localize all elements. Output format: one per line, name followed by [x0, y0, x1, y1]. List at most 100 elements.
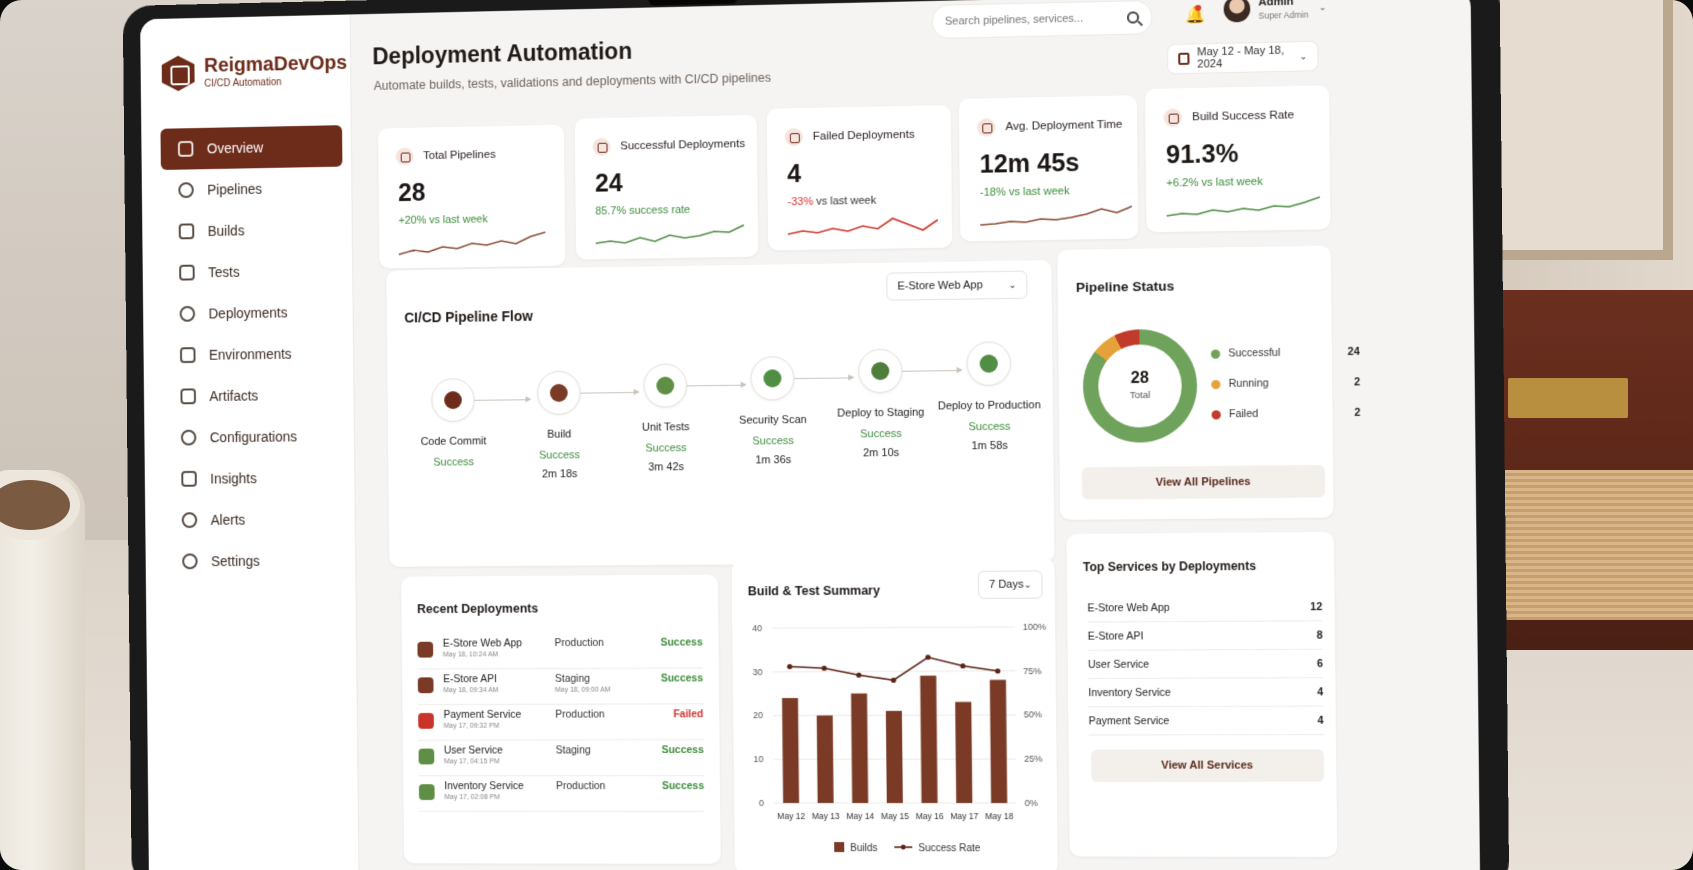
stat-card-build-success-rate[interactable]: Build Success Rate 91.3% +6.2% vs last w… — [1145, 85, 1331, 232]
pipeline-step-unit-tests[interactable]: Unit Tests Success 3m 42s — [611, 363, 721, 474]
environments-icon — [180, 347, 196, 363]
table-row[interactable]: E-Store Web App May 18, 10:24 AM Product… — [417, 634, 703, 669]
stat-delta: 85.7% success rate — [595, 204, 690, 218]
deployment-env: Production — [556, 780, 606, 792]
service-count: 4 — [1317, 686, 1323, 698]
builds-icon — [179, 223, 195, 239]
bar — [817, 715, 834, 803]
table-row[interactable]: Payment Service May 17, 09:32 PM Product… — [418, 706, 704, 740]
sidebar-item-builds[interactable]: Builds — [161, 208, 343, 252]
y2-tick-label: 25% — [1024, 754, 1042, 764]
sidebar-item-overview[interactable]: Overview — [160, 125, 342, 170]
settings-icon — [182, 553, 198, 569]
service-icon — [418, 677, 434, 693]
sidebar-item-insights[interactable]: Insights — [164, 457, 346, 500]
list-item[interactable]: Payment Service 4 — [1088, 707, 1323, 736]
step-name: Unit Tests — [611, 421, 720, 434]
search-input[interactable] — [945, 12, 1117, 28]
pipeline-step-security-scan[interactable]: Security Scan Success 1m 36s — [718, 356, 829, 467]
deployment-env: Staging — [555, 673, 590, 685]
line-point — [960, 663, 965, 668]
app-select[interactable]: E-Store Web App ⌄ — [886, 271, 1027, 301]
table-row[interactable]: E-Store API May 18, 09:34 AM Staging May… — [418, 670, 704, 705]
sidebar-item-environments[interactable]: Environments — [163, 332, 345, 376]
range-select[interactable]: 7 Days ⌄ — [978, 570, 1043, 599]
line-point — [822, 666, 827, 671]
stat-card-failed-deployments[interactable]: Failed Deployments 4 -33% vs last week — [767, 105, 953, 251]
sparkline — [788, 210, 938, 243]
y-tick-label: 0 — [759, 798, 764, 808]
sidebar-item-artifacts[interactable]: Artifacts — [163, 374, 345, 418]
step-status: Success — [826, 428, 936, 441]
x-tick-label: May 16 — [916, 811, 944, 821]
table-row[interactable]: User Service May 17, 04:15 PM Staging Su… — [418, 742, 704, 776]
view-all-services-button[interactable]: View All Services — [1091, 749, 1324, 782]
rocket-icon — [593, 138, 611, 156]
stat-card-total-pipelines[interactable]: Total Pipelines 28 +20% vs last week — [378, 125, 565, 269]
pipeline-step-code-commit[interactable]: Code Commit Success — [399, 378, 507, 469]
sidebar-item-tests[interactable]: Tests — [162, 249, 344, 293]
build-icon — [550, 384, 568, 402]
bell-icon — [182, 512, 198, 528]
top-services-title: Top Services by Deployments — [1083, 559, 1256, 574]
y2-tick-label: 75% — [1023, 666, 1041, 676]
x-tick-label: May 18 — [985, 811, 1014, 821]
y-tick-label: 40 — [752, 623, 762, 633]
clock-icon — [977, 118, 995, 136]
stat-card-successful-deployments[interactable]: Successful Deployments 24 85.7% success … — [575, 115, 759, 260]
stat-delta: -18% vs last week — [980, 185, 1070, 199]
y-tick-label: 10 — [753, 754, 763, 764]
deployments-icon — [180, 306, 196, 322]
service-name: E-Store API — [1088, 630, 1144, 642]
donut-total-label: Total — [1083, 389, 1197, 401]
sidebar-item-configurations[interactable]: Configurations — [163, 415, 345, 458]
page-subtitle: Automate builds, tests, validations and … — [374, 71, 771, 93]
brand[interactable]: ReigmaDevOps CI/CD Automation — [162, 52, 348, 91]
deployment-time: May 18, 09:34 AM — [443, 687, 498, 694]
sidebar-item-label: Tests — [208, 264, 240, 280]
line-point — [787, 664, 792, 669]
notification-dot — [1195, 5, 1201, 11]
sidebar-item-label: Artifacts — [209, 388, 258, 404]
y2-tick-label: 100% — [1023, 622, 1046, 632]
date-range-label: May 12 - May 18, 2024 — [1197, 44, 1291, 70]
pipelines-icon — [396, 147, 414, 165]
sidebar-item-label: Builds — [208, 223, 245, 239]
line-point — [995, 668, 1000, 673]
stat-delta: -33% vs last week — [787, 195, 876, 209]
sidebar-item-pipelines[interactable]: Pipelines — [161, 167, 343, 212]
deployment-service: Inventory Service — [444, 780, 524, 792]
x-tick-label: May 17 — [950, 811, 978, 821]
view-all-pipelines-button[interactable]: View All Pipelines — [1082, 465, 1325, 500]
list-item[interactable]: User Service 6 — [1088, 650, 1323, 679]
stat-value: 91.3% — [1166, 140, 1239, 171]
pipeline-step-build[interactable]: Build Success 2m 18s — [505, 370, 614, 480]
chevron-down-icon: ⌄ — [1299, 51, 1307, 62]
deployment-time: May 18, 10:24 AM — [443, 651, 498, 658]
search-icon[interactable] — [1127, 11, 1139, 23]
sidebar-item-deployments[interactable]: Deployments — [162, 291, 344, 335]
status-badge: Success — [661, 672, 703, 684]
list-item[interactable]: Inventory Service 4 — [1088, 678, 1323, 707]
user-menu[interactable]: Admin Super Admin ⌄ — [1224, 0, 1327, 23]
pipeline-step-deploy-staging[interactable]: Deploy to Staging Success 2m 10s — [825, 348, 936, 460]
sidebar-item-label: Configurations — [210, 429, 297, 446]
sidebar-item-settings[interactable]: Settings — [165, 540, 347, 583]
stat-label: Total Pipelines — [423, 149, 496, 162]
legend-item: Failed 2 — [1211, 398, 1360, 430]
date-range-picker[interactable]: May 12 - May 18, 2024 ⌄ — [1167, 41, 1319, 75]
step-name: Code Commit — [400, 435, 508, 448]
gear-icon — [181, 430, 197, 446]
y-tick-label: 20 — [753, 711, 763, 721]
pipeline-step-deploy-production[interactable]: Deploy to Production Success 1m 58s — [933, 341, 1045, 453]
sidebar-nav: Overview Pipelines Builds Tests Deployme… — [160, 125, 346, 582]
bar — [851, 693, 868, 803]
list-item[interactable]: E-Store Web App 12 — [1087, 593, 1322, 623]
sidebar-item-alerts[interactable]: Alerts — [164, 498, 346, 541]
list-item[interactable]: E-Store API 8 — [1088, 621, 1323, 650]
stat-card-avg-deployment-time[interactable]: Avg. Deployment Time 12m 45s -18% vs las… — [959, 95, 1139, 241]
line-point — [856, 672, 861, 677]
table-row[interactable]: Inventory Service May 17, 02:08 PM Produ… — [419, 778, 705, 812]
sparkline — [1166, 191, 1320, 224]
sparkline — [595, 219, 744, 251]
